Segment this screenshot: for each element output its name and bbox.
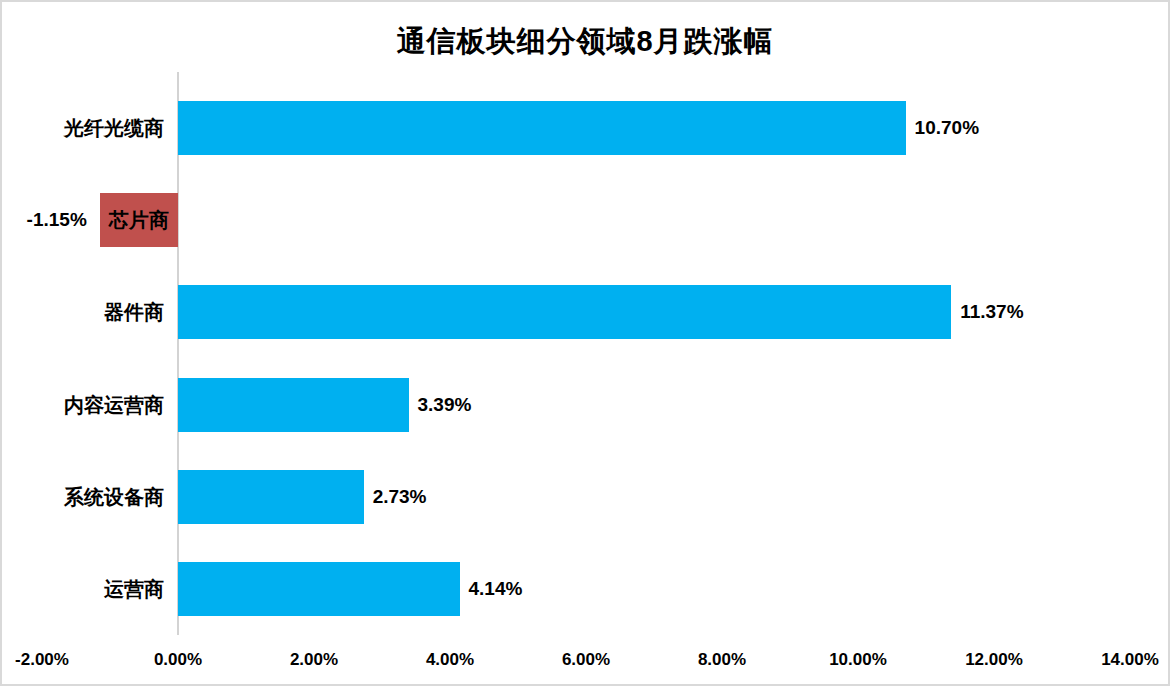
category-label-4: 系统设备商 — [64, 484, 164, 510]
x-tick-label-3: 4.00% — [390, 650, 510, 670]
category-label-2: 器件商 — [104, 299, 164, 325]
bar-5 — [178, 562, 460, 616]
value-label-4: 2.73% — [373, 484, 427, 510]
category-label-1: 芯片商 — [100, 207, 178, 233]
bar-0 — [178, 101, 906, 155]
x-tick-label-6: 10.00% — [798, 650, 918, 670]
x-tick-label-0: -2.00% — [0, 650, 102, 670]
value-label-0: 10.70% — [915, 115, 979, 141]
x-tick-label-1: 0.00% — [118, 650, 238, 670]
x-tick-label-5: 8.00% — [662, 650, 782, 670]
x-tick-label-2: 2.00% — [254, 650, 374, 670]
x-tick-label-8: 14.00% — [1070, 650, 1170, 670]
value-label-5: 4.14% — [469, 576, 523, 602]
value-label-3: 3.39% — [418, 392, 472, 418]
category-label-5: 运营商 — [104, 576, 164, 602]
x-tick-label-7: 12.00% — [934, 650, 1054, 670]
x-tick-label-4: 6.00% — [526, 650, 646, 670]
bar-4 — [178, 470, 364, 524]
category-label-0: 光纤光缆商 — [64, 115, 164, 141]
value-label-2: 11.37% — [960, 299, 1023, 325]
bar-chart: 通信板块细分领域8月跌涨幅 光纤光缆商 10.70% 芯片商 -1.15% 器件商 11.… — [0, 0, 1170, 686]
chart-title: 通信板块细分领域8月跌涨幅 — [2, 22, 1168, 62]
bar-2 — [178, 285, 951, 339]
y-axis-line — [177, 72, 179, 635]
category-label-3: 内容运营商 — [64, 392, 164, 418]
value-label-1: -1.15% — [27, 207, 87, 233]
bar-3 — [178, 378, 409, 432]
